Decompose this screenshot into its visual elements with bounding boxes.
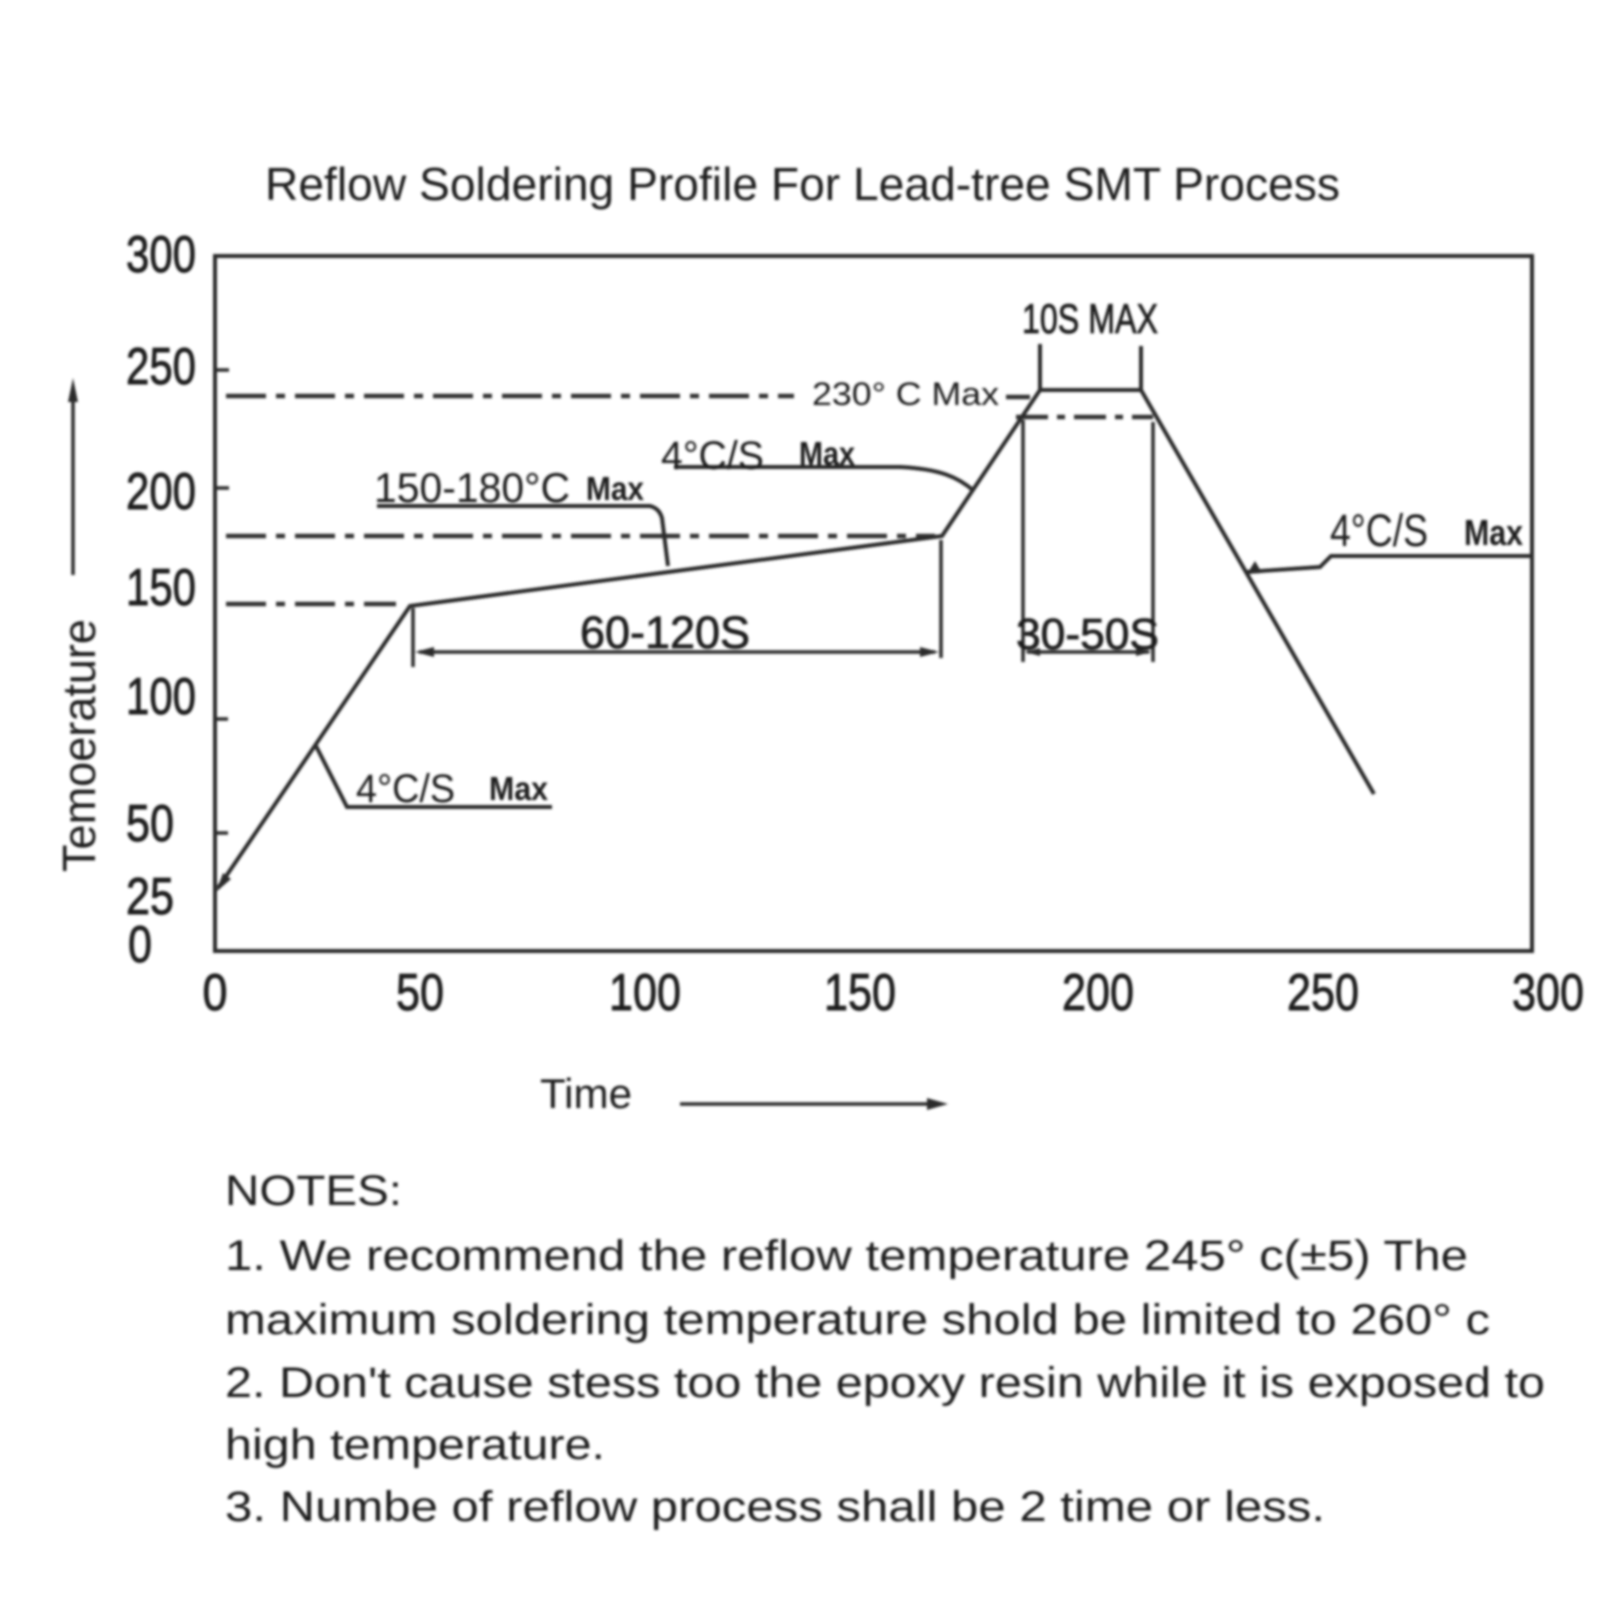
svg-text:1. We recommend the reflow tem: 1. We recommend the reflow temperature 2… [225,1232,1468,1280]
svg-text:10S MAX: 10S MAX [1022,295,1158,342]
svg-text:3. Numbe of reflow process sha: 3. Numbe of reflow process shall be 2 ti… [225,1483,1325,1531]
svg-text:100: 100 [609,964,681,1022]
svg-text:150: 150 [824,964,896,1022]
svg-text:Max: Max [586,470,645,507]
svg-text:0: 0 [128,916,152,974]
svg-text:2. Don't cause stess too the e: 2. Don't cause stess too the epoxy resin… [225,1359,1545,1407]
svg-text:200: 200 [126,463,196,521]
svg-text:60-120S: 60-120S [580,607,750,658]
svg-text:4°C/S: 4°C/S [661,434,764,478]
svg-text:50: 50 [396,964,444,1022]
svg-text:300: 300 [1512,964,1584,1022]
svg-text:300: 300 [126,226,196,284]
svg-text:4°C/S: 4°C/S [1330,505,1428,556]
svg-text:Reflow Soldering Profile For L: Reflow Soldering Profile For Lead-tree S… [265,158,1340,210]
svg-text:0: 0 [203,964,228,1022]
svg-text:Max: Max [489,770,549,807]
svg-text:maximum soldering temperature: maximum soldering temperature shold be l… [225,1296,1490,1344]
svg-text:Time: Time [540,1070,632,1117]
svg-text:150: 150 [126,559,196,617]
svg-text:25: 25 [126,868,174,926]
svg-text:230° C Max: 230° C Max [812,376,999,412]
svg-text:Temoerature: Temoerature [53,619,105,872]
svg-text:NOTES:: NOTES: [225,1167,402,1215]
svg-text:high temperature.: high temperature. [225,1421,605,1469]
svg-text:150-180°C: 150-180°C [374,464,570,511]
svg-text:200: 200 [1062,964,1134,1022]
svg-text:250: 250 [126,338,196,396]
svg-text:30-50S: 30-50S [1016,610,1159,659]
svg-text:100: 100 [126,668,196,726]
svg-text:4°C/S: 4°C/S [356,767,455,811]
svg-text:Max: Max [799,435,856,472]
svg-text:50: 50 [126,795,174,853]
svg-text:Max: Max [1464,512,1523,553]
svg-text:250: 250 [1287,964,1359,1022]
